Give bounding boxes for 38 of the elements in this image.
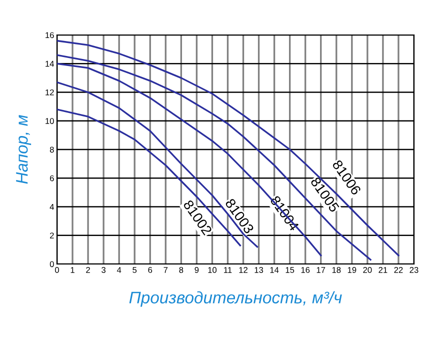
x-tick-label: 17 [316,267,326,273]
x-axis-title: Производительность, м³/ч [129,291,342,307]
x-tick-label: 3 [102,267,106,273]
x-tick-label: 23 [410,267,418,273]
x-tick-label: 16 [301,267,310,273]
x-tick-label: 2 [86,267,90,273]
y-tick-label: 2 [50,232,54,238]
y-tick-label: 6 [50,175,54,182]
x-tick-label: 9 [194,267,199,273]
x-tick-label: 22 [394,267,403,273]
x-tick-label: 13 [254,267,264,273]
x-tick-label: 12 [239,267,248,273]
y-tick-label: 8 [50,146,54,153]
y-tick-label: 14 [46,60,54,67]
x-tick-label: 0 [55,267,59,273]
x-tick-label: 1 [70,267,74,273]
x-tick-label: 4 [116,267,122,273]
x-tick-label: 8 [179,267,184,273]
x-tick-label: 11 [224,267,232,273]
x-tick-label: 20 [363,267,372,273]
y-tick-label: 12 [46,89,54,96]
x-tick-label: 19 [348,267,356,273]
x-tick-label: 15 [286,267,294,273]
x-tick-label: 14 [270,267,279,273]
line-series [57,40,400,256]
x-tick-label: 7 [164,267,168,273]
y-tick-label: 10 [46,118,54,124]
x-tick-label: 18 [332,267,341,273]
x-tick-label: 21 [378,267,388,273]
y-tick-label: 0 [50,261,54,268]
y-tick-label: 4 [50,204,54,210]
x-tick-label: 6 [148,267,152,273]
x-tick-label: 5 [132,267,137,273]
line-series [57,54,372,261]
y-axis-title: Напор, м [16,115,32,184]
y-tick-label: 16 [46,32,54,38]
line-series [57,81,258,248]
x-tick-label: 10 [208,267,217,273]
